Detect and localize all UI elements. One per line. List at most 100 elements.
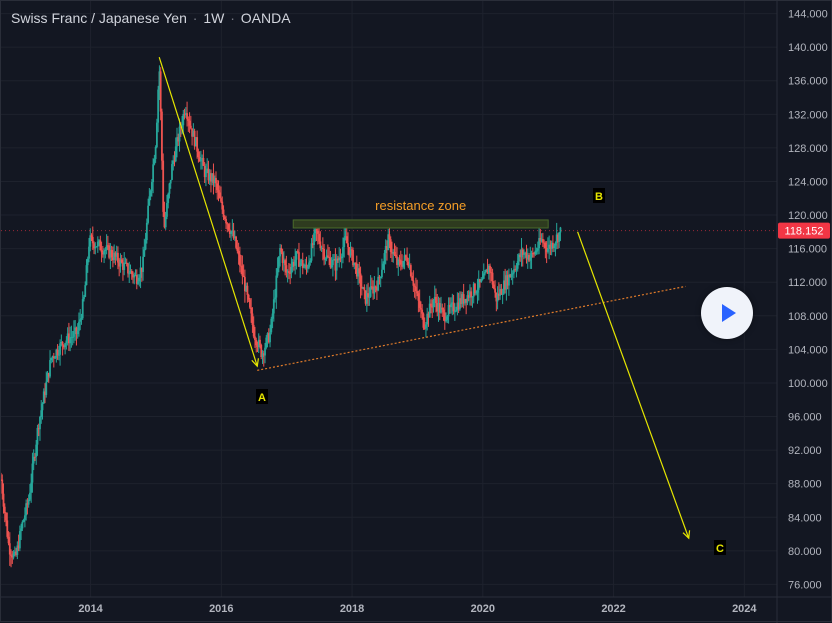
candle-body [318,233,320,242]
candle-body [134,275,137,277]
candle-body [49,360,51,377]
candle-body [210,173,212,182]
candle-body [10,554,12,556]
candle-body [27,499,30,505]
candle-body [516,261,519,269]
candle-body [274,297,276,300]
candle-body [347,243,349,248]
candle-body [413,285,416,287]
candle-body [81,299,84,319]
play-icon [722,304,736,322]
candle-body [122,262,124,270]
candle-body [247,294,250,300]
candle-body [530,253,533,258]
candle-body [417,293,420,301]
candle-body [552,242,554,249]
candle-body [40,410,43,417]
candle-body [381,269,383,277]
y-tick-label: 128.000 [788,143,828,155]
candle-body [422,313,425,328]
candle-body [540,239,543,242]
candles [1,65,562,568]
candle-body [310,243,313,261]
candle-body [306,267,309,269]
candle-body [23,515,26,520]
candle-body [198,157,201,162]
wave-label-a: A [258,392,266,404]
symbol-title: Swiss Franc / Japanese Yen · 1W · OANDA [11,10,291,26]
candle-body [249,299,251,308]
candle-body [277,256,280,269]
candle-body [284,260,287,266]
candle-body [60,341,63,344]
candle-body [496,293,499,302]
candle-body [213,177,216,183]
drawings: resistance zone A B C [1,57,777,555]
candle-body [501,293,504,295]
candle-body [254,336,256,341]
candle-body [408,265,411,267]
candle-body [88,246,90,259]
interval-label[interactable]: 1W [203,10,225,26]
candle-body [235,236,237,248]
candle-body [485,269,488,273]
candle-body [379,276,382,278]
candle-body [428,303,431,318]
candle-body [106,245,109,247]
candle-body [374,286,377,288]
candle-body [71,336,74,338]
candle-body [301,259,304,268]
candle-body [491,272,494,285]
candle-body [504,280,507,290]
candle-body [545,247,548,252]
candle-body [521,249,524,255]
candle-body [130,270,133,275]
candle-body [447,305,450,317]
candle-body [3,506,6,513]
candle-body [495,292,498,302]
candle-body [159,71,162,112]
title-separator: · [192,10,198,26]
candle-body [47,372,50,377]
candle-body [506,275,509,286]
candle-body [298,252,300,267]
candle-body [6,520,9,537]
candle-body [105,245,108,250]
candle-body [127,263,129,274]
candle-body [441,307,444,310]
candle-body [221,201,224,210]
candle-body [114,252,117,257]
candle-body [499,289,502,296]
candle-body [440,307,442,313]
candle-body [265,337,268,348]
candle-body [171,164,173,180]
candle-body [110,250,113,258]
candle-body [355,263,358,277]
candle-body [137,281,139,284]
candle-body [55,349,58,358]
wave-label-c: C [716,543,724,555]
candle-body [523,253,525,255]
candle-body [430,303,432,307]
candle-body [39,416,41,430]
candle-body [535,250,538,252]
y-tick-label: 76.000 [788,579,822,591]
replay-play-button[interactable] [701,287,753,339]
candle-body [553,245,556,249]
candle-body [158,71,161,90]
candle-body [167,193,170,204]
candle-body [17,545,20,549]
candle-body [100,250,103,253]
candle-body [460,298,463,304]
candle-body [494,288,496,293]
candle-body [90,235,93,238]
candle-body [183,113,186,116]
wave-label-b: B [595,191,603,203]
candle-body [218,192,221,199]
candle-body [541,239,544,243]
candle-body [148,196,151,206]
candle-body [510,274,513,278]
candle-body [511,273,514,275]
